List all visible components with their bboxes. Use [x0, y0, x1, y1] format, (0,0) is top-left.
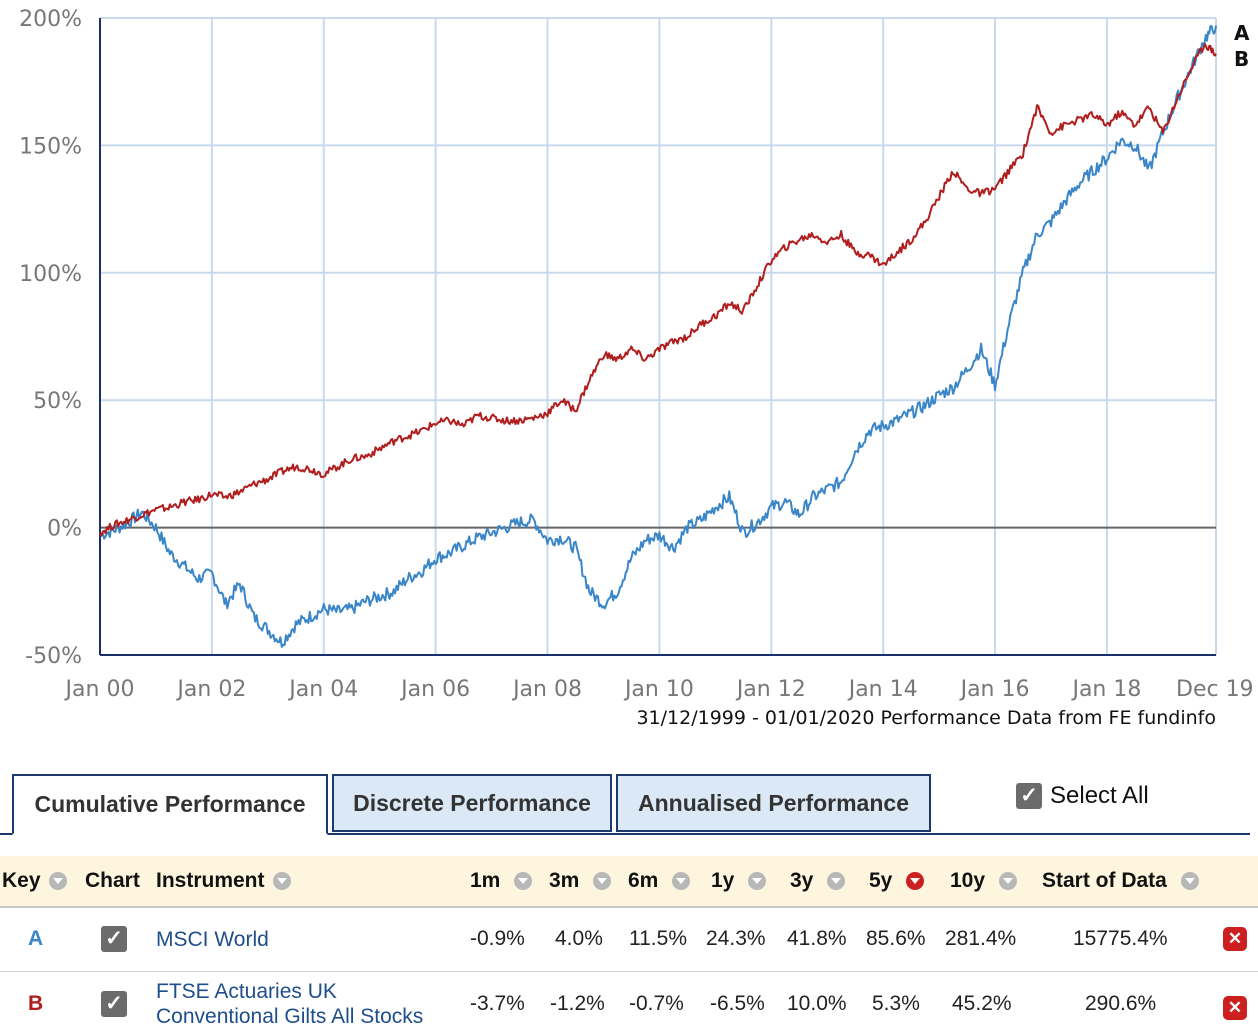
header-1y-label: 1y	[711, 869, 735, 892]
header-5y[interactable]: 5y	[869, 856, 925, 906]
header-instrument[interactable]: Instrument	[156, 856, 291, 906]
x-tick-label: Jan 02	[175, 677, 246, 702]
row-1y: 24.3%	[706, 927, 766, 950]
header-3m-label: 3m	[549, 869, 580, 892]
table-row: A ✓ MSCI World -0.9% 4.0% 11.5% 24.3% 41…	[0, 907, 1258, 972]
series-end-label: A	[1234, 21, 1250, 45]
header-instrument-label: Instrument	[156, 869, 265, 892]
header-6m[interactable]: 6m	[628, 856, 691, 906]
header-chart-label: Chart	[85, 869, 140, 892]
row-chart-toggle[interactable]: ✓	[101, 907, 127, 971]
x-tick-label: Jan 10	[623, 677, 694, 702]
row-5y: 85.6%	[866, 927, 926, 950]
row-3y: 10.0%	[787, 991, 847, 1015]
chart-source-text: 31/12/1999 - 01/01/2020 Performance Data…	[636, 707, 1216, 729]
header-start-label: Start of Data	[1042, 869, 1167, 892]
sort-icon[interactable]	[748, 872, 767, 890]
x-tick-label: Jan 06	[399, 677, 470, 702]
x-tick-label: Jan 18	[1070, 677, 1141, 702]
table-row: B ✓ FTSE Actuaries UK Conventional Gilts…	[0, 972, 1258, 1035]
row-key: B	[28, 972, 43, 1035]
header-1m[interactable]: 1m	[470, 856, 533, 906]
select-all-label: Select All	[1050, 782, 1149, 809]
header-1m-label: 1m	[470, 869, 501, 892]
sort-active-icon[interactable]	[906, 872, 925, 890]
sort-icon[interactable]	[827, 872, 846, 890]
row-1m: -0.9%	[470, 927, 525, 950]
x-tick-label: Jan 08	[511, 677, 582, 702]
y-tick-label: 200%	[19, 7, 82, 32]
header-5y-label: 5y	[869, 869, 893, 892]
row-instrument[interactable]: FTSE Actuaries UK Conventional Gilts All…	[156, 972, 456, 1035]
row-1m: -3.7%	[470, 991, 525, 1015]
y-tick-label: 0%	[47, 517, 82, 542]
row-6m: -0.7%	[629, 991, 684, 1015]
row-key-label: A	[28, 927, 44, 950]
header-3y-label: 3y	[790, 869, 814, 892]
row-start-of-data: 290.6%	[1085, 991, 1157, 1015]
x-tick-label: Jan 14	[847, 677, 918, 702]
row-start-of-data: 15775.4%	[1073, 927, 1168, 950]
header-start-of-data[interactable]: Start of Data	[1042, 856, 1199, 906]
performance-chart: 200% 150% 100% 50% 0% -50% Jan 00 Jan 02 Jan 04 J…	[19, 7, 1254, 729]
y-tick-label: 100%	[19, 262, 82, 287]
tab-cumulative-performance[interactable]: Cumulative Performance	[12, 774, 328, 835]
sort-icon[interactable]	[272, 872, 291, 890]
x-tick-label: Dec 19	[1176, 677, 1254, 702]
header-6m-label: 6m	[628, 869, 659, 892]
header-3m[interactable]: 3m	[549, 856, 612, 906]
header-key[interactable]: Key	[2, 856, 67, 906]
x-tick-label: Jan 16	[959, 677, 1030, 702]
select-all[interactable]: ✓ Select All	[1016, 782, 1149, 810]
instrument-link[interactable]: FTSE Actuaries UK Conventional Gilts All…	[156, 979, 424, 1028]
table-header: Key Chart Instrument 1m 3m 6m 1y 3y 5y 1…	[0, 856, 1258, 908]
header-1y[interactable]: 1y	[711, 856, 767, 906]
sort-icon[interactable]	[999, 872, 1018, 890]
row-instrument[interactable]: MSCI World	[156, 907, 456, 971]
plot-area	[100, 18, 1216, 655]
header-10y-label: 10y	[950, 869, 986, 892]
header-10y[interactable]: 10y	[950, 856, 1018, 906]
row-key-label: B	[28, 991, 44, 1015]
remove-icon[interactable]: ✕	[1223, 927, 1247, 951]
header-key-label: Key	[2, 869, 41, 892]
row-key: A	[28, 907, 43, 971]
y-tick-label: 50%	[33, 389, 82, 414]
row-3m: 4.0%	[555, 927, 603, 950]
row-3y: 41.8%	[787, 927, 847, 950]
sort-icon[interactable]	[593, 872, 612, 890]
y-tick-label: 150%	[19, 134, 82, 159]
x-tick-label: Jan 00	[64, 677, 135, 702]
tabs-baseline	[0, 833, 1250, 835]
tab-annualised-performance[interactable]: Annualised Performance	[616, 774, 931, 832]
select-all-checkbox[interactable]: ✓	[1016, 783, 1042, 809]
chart-checkbox[interactable]: ✓	[101, 926, 127, 952]
series-line-B	[99, 43, 1217, 537]
row-10y: 281.4%	[945, 927, 1017, 950]
header-chart: Chart	[85, 856, 140, 906]
x-tick-label: Jan 12	[735, 677, 806, 702]
sort-icon[interactable]	[514, 872, 533, 890]
tab-discrete-performance[interactable]: Discrete Performance	[332, 774, 612, 832]
row-6m: 11.5%	[629, 927, 687, 950]
x-tick-label: Jan 04	[287, 677, 358, 702]
row-chart-toggle[interactable]: ✓	[101, 972, 127, 1035]
sort-icon[interactable]	[1180, 872, 1199, 890]
header-3y[interactable]: 3y	[790, 856, 846, 906]
performance-tabs: Cumulative Performance Discrete Performa…	[0, 772, 1250, 835]
y-tick-label: -50%	[25, 644, 82, 669]
series-end-label: B	[1234, 47, 1249, 71]
row-10y: 45.2%	[952, 991, 1012, 1015]
instrument-link[interactable]: MSCI World	[156, 927, 269, 951]
row-1y: -6.5%	[710, 991, 765, 1015]
sort-icon[interactable]	[672, 872, 691, 890]
series-line-A	[99, 24, 1217, 648]
row-5y: 5.3%	[872, 991, 920, 1015]
row-3m: -1.2%	[550, 991, 605, 1015]
remove-icon[interactable]: ✕	[1223, 996, 1247, 1020]
chart-checkbox[interactable]: ✓	[101, 990, 127, 1017]
sort-icon[interactable]	[48, 872, 67, 890]
